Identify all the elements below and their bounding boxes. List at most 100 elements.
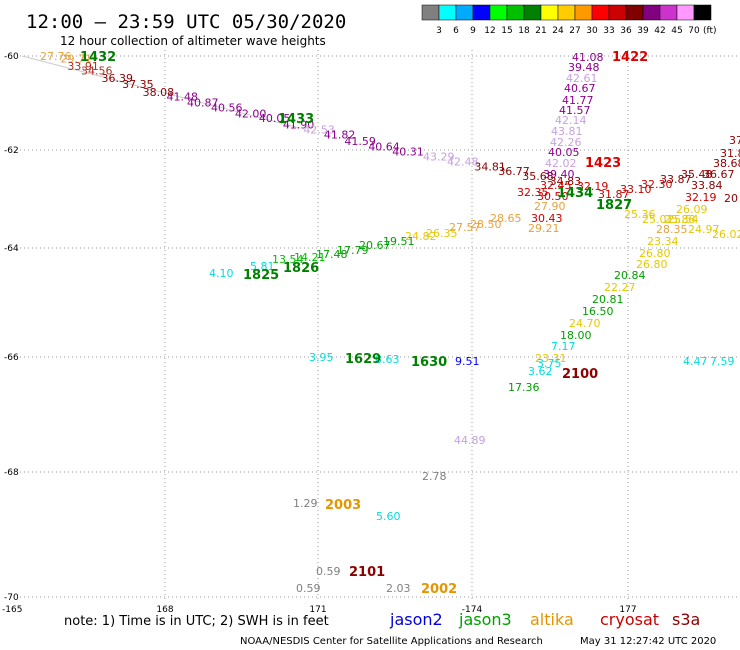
- wave-height-value: 42.48: [447, 155, 479, 168]
- wave-height-value: 0.59: [296, 582, 321, 595]
- wave-height-value: 16.50: [582, 305, 614, 318]
- wave-height-value: 33.10: [620, 183, 652, 196]
- wave-height-value: 41.90: [283, 119, 315, 132]
- wave-height-value: 42.14: [555, 114, 587, 127]
- wave-height-value: 32.19: [577, 180, 609, 193]
- colorbar-swatch: [642, 4, 661, 21]
- colorbar-label: 21: [535, 26, 546, 36]
- wave-height-value: 32.35: [517, 186, 549, 199]
- wave-height-value: 5.60: [376, 510, 401, 523]
- lat-lon-grid: -60 -62 -64 -66 -68 -70 -165 168 171 -174 177: [2, 50, 740, 615]
- wave-height-observations: 27.7629.7133.9134.5636.3937.3538.0841.48…: [40, 50, 740, 597]
- wave-height-value: 5.81: [250, 260, 275, 273]
- wave-height-value: 3.95: [309, 351, 334, 364]
- wave-height-value: 40.56: [211, 101, 243, 114]
- colorbar-label: 27: [569, 26, 580, 36]
- colorbar-swatch: [523, 4, 542, 21]
- legend-jason2: jason2: [389, 610, 443, 629]
- wave-height-value: 40.31: [392, 146, 424, 159]
- colorbar-swatch: [557, 4, 576, 21]
- wave-height-value: 9.51: [455, 355, 480, 368]
- wave-height-value: 41.48: [167, 91, 199, 104]
- colorbar-swatch: [676, 4, 695, 21]
- wave-height-value: 36.39: [102, 72, 134, 85]
- footer-timestamp: May 31 12:27:42 UTC 2020: [580, 636, 716, 647]
- wave-height-value: 32.19: [685, 191, 717, 204]
- wave-height-value: 17.36: [508, 381, 540, 394]
- wave-height-value: 4.47: [683, 355, 708, 368]
- colorbar-label: 33: [603, 26, 614, 36]
- wave-height-value: 41.08: [572, 51, 604, 64]
- lat-label: -70: [4, 593, 19, 603]
- wave-height-value: 32.30: [641, 178, 673, 191]
- footer-note: note: 1) Time is in UTC; 2) SWH is in fe…: [64, 614, 329, 629]
- wave-height-value: 23.31: [535, 352, 567, 365]
- satellite-tracks: [21, 55, 301, 129]
- wave-height-value: 17.48: [316, 248, 348, 261]
- wave-height-value: 26.80: [639, 247, 671, 260]
- wave-height-value: 26.09: [676, 203, 708, 216]
- wave-height-value: 25.54: [667, 213, 699, 226]
- wave-height-value: 7.59: [710, 355, 735, 368]
- wave-height-value: 42.61: [566, 72, 598, 85]
- lat-label: -66: [4, 353, 19, 363]
- colorbar-label: 15: [501, 26, 512, 36]
- pass-time-label: 1826: [283, 261, 319, 276]
- color-scale-legend: 3 6 9 12 15 18 21 24 27 30 33 36 39 42 45 70 (ft): [421, 4, 717, 36]
- lat-label: -60: [4, 52, 19, 62]
- lon-label: 177: [619, 605, 636, 615]
- pass-time-label: 2002: [421, 582, 457, 597]
- wave-height-value: 41.77: [562, 94, 594, 107]
- colorbar-swatch: [625, 4, 644, 21]
- wave-height-value: 40.05: [548, 146, 580, 159]
- colorbar-label: 9: [470, 26, 476, 36]
- wave-height-value: 41.59: [344, 135, 376, 148]
- wave-height-value: 3.75: [537, 357, 562, 370]
- wave-height-value: 34.81: [474, 160, 506, 173]
- pass-time-label: 1433: [278, 112, 314, 127]
- wave-height-value: 20.67: [359, 239, 391, 252]
- pass-time-label: 1432: [80, 50, 116, 65]
- wave-height-value: 33.84: [691, 179, 723, 192]
- lon-label: -165: [2, 605, 22, 615]
- pass-time-label: 1423: [585, 156, 621, 171]
- wave-height-value: 33.91: [67, 60, 99, 73]
- colorbar-swatch: [693, 4, 712, 21]
- pass-time-label: 2100: [562, 367, 598, 382]
- colorbar-label: 45: [671, 26, 682, 36]
- footer-credit: NOAA/NESDIS Center for Satellite Applica…: [240, 636, 543, 647]
- lon-label: 171: [309, 605, 326, 615]
- colorbar-label: 36: [620, 26, 632, 36]
- wave-height-value: 40.05: [259, 112, 291, 125]
- colorbar-swatch: [608, 4, 627, 21]
- pass-time-label: 2003: [325, 498, 361, 513]
- wave-height-value: 1.29: [293, 497, 318, 510]
- legend-jason3: jason3: [458, 610, 512, 629]
- wave-height-value: 40.64: [368, 141, 400, 154]
- wave-height-value: 42.53: [303, 124, 335, 137]
- wave-height-value: 34.56: [81, 65, 113, 78]
- lat-label: -62: [4, 146, 19, 156]
- wave-height-value: 20.84: [614, 269, 646, 282]
- wave-height-value: 26.80: [636, 258, 668, 271]
- wave-height-value: 37.35: [122, 78, 154, 91]
- wave-height-value: 25.01: [642, 213, 674, 226]
- pass-time-label: 1422: [612, 50, 648, 65]
- pass-time-label: 1434: [557, 186, 593, 201]
- colorbar-swatch: [591, 4, 610, 21]
- wave-height-value: 25.36: [624, 208, 656, 221]
- wave-height-value: 34.83: [550, 175, 582, 188]
- wave-height-value: 2.03: [386, 582, 411, 595]
- lon-label: 168: [156, 605, 173, 615]
- wave-height-value: 4.10: [209, 267, 234, 280]
- wave-height-value: 3.62: [528, 365, 553, 378]
- wave-height-value: 29.71: [61, 52, 93, 65]
- wave-height-value: 30.43: [531, 212, 563, 225]
- wave-height-value: 30.50: [537, 190, 569, 203]
- wave-height-value: 13.54: [272, 253, 304, 266]
- wave-height-value: 0.59: [316, 565, 341, 578]
- wave-height-value: 28.65: [490, 212, 522, 225]
- wave-height-value: 42.26: [550, 136, 582, 149]
- wave-height-value: 40.87: [187, 97, 219, 110]
